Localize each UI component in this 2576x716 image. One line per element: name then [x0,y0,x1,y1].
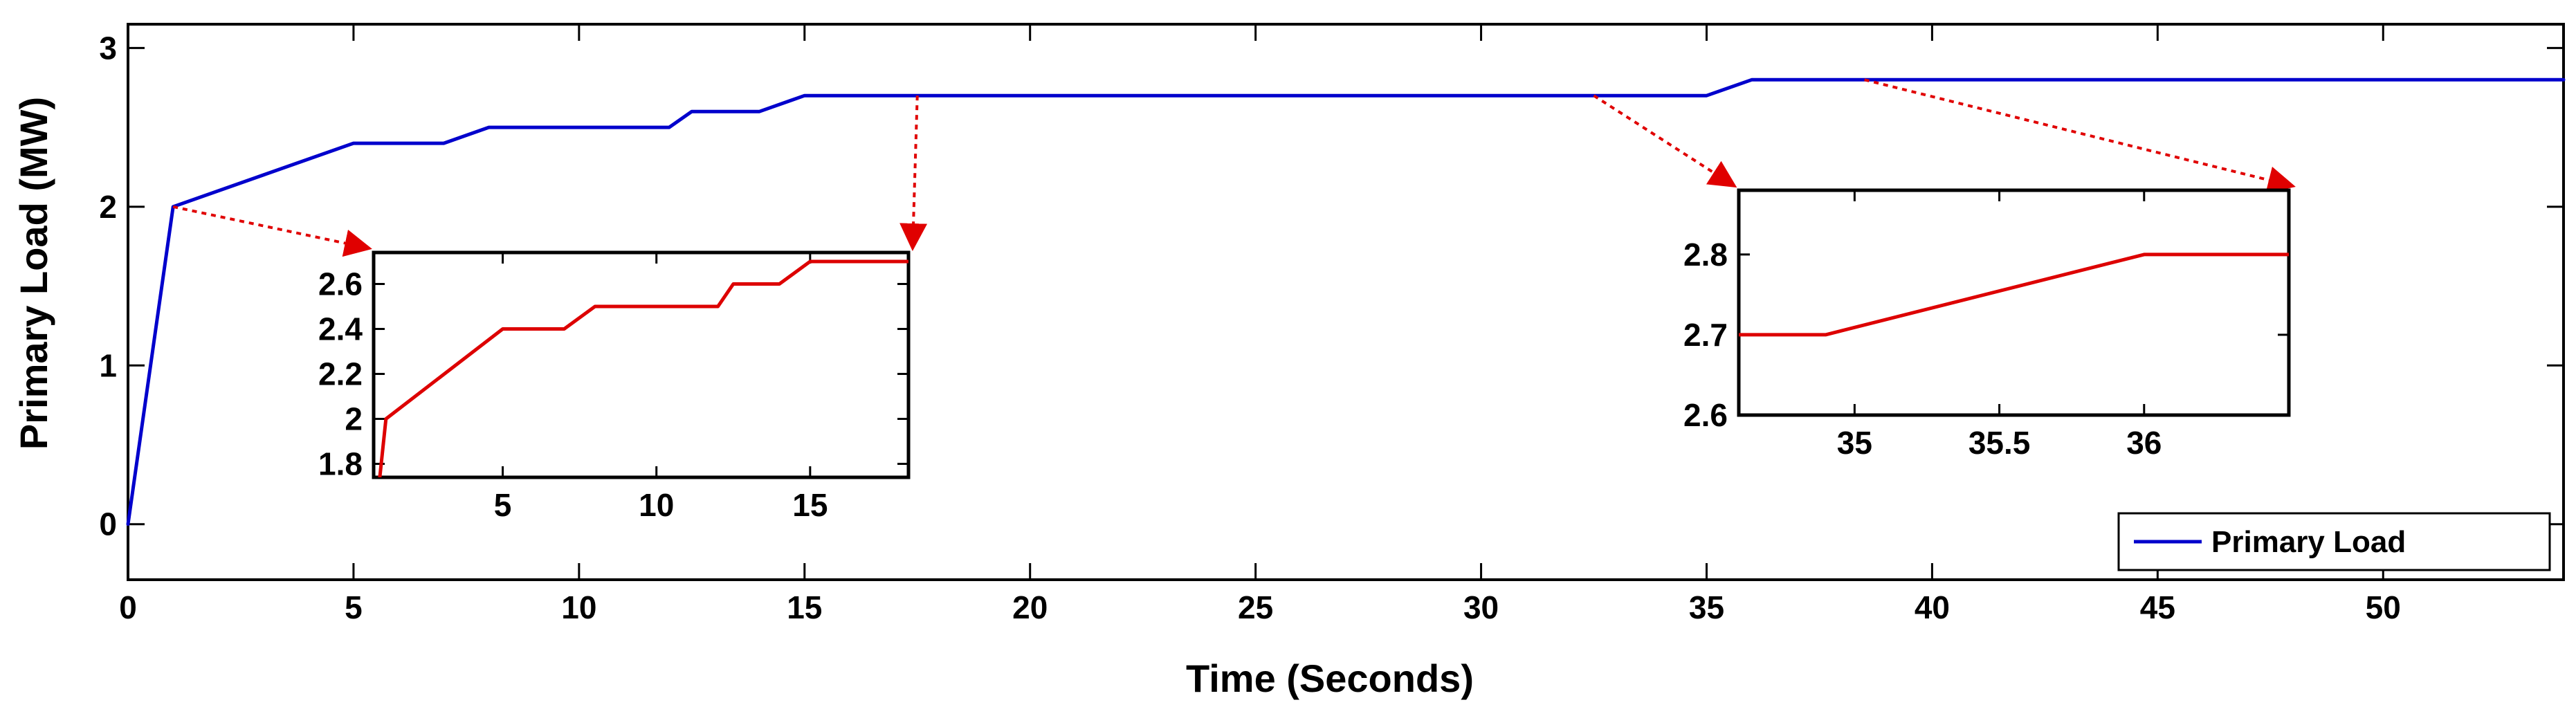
inset-1-y-tick-label: 1.8 [318,446,363,482]
inset-1-x-tick-label: 15 [792,487,828,523]
main-y-tick-label: 1 [99,347,117,383]
inset-plot-2: 35 35.5 36 2.6 2.7 2.8 [1683,188,2291,461]
main-x-tick-label: 50 [2366,589,2401,625]
zoom-arrows [172,78,2296,257]
inset-2-y-tick-label: 2.6 [1683,397,1728,433]
main-x-tick-label: 0 [119,589,137,625]
inset-1-line [378,259,908,477]
main-y-tick-label: 2 [99,189,117,225]
main-x-tick-label: 30 [1463,589,1499,625]
main-x-tick-label: 40 [1915,589,1950,625]
main-x-tick-label: 25 [1238,589,1273,625]
y-axis-title: Primary Load (MW) [12,97,55,450]
inset-1-frame [372,250,911,479]
inset-2-plot-area [1739,253,2289,337]
inset-2-y-tick-label: 2.8 [1683,237,1728,273]
zoom-arrow [172,205,372,257]
series-line-primary-load [126,77,2566,526]
zoom-arrow [1593,94,1737,188]
inset-2-x-tick-label: 36 [2126,425,2162,461]
inset-1-y-tick-label: 2.2 [318,356,363,392]
inset-1-x-tick-label: 10 [639,487,674,523]
main-x-tick-label: 20 [1012,589,1048,625]
inset-2-x-tick-label: 35.5 [1968,425,2031,461]
zoom-arrow [899,95,928,251]
main-x-tick-label: 10 [561,589,596,625]
main-x-tick-label: 15 [787,589,822,625]
legend: Primary Load [2117,512,2551,571]
inset-1-plot-area [378,259,908,477]
main-y-tick-label: 3 [99,30,117,66]
inset-2-line [1739,253,2289,337]
x-axis-title: Time (Seconds) [1186,657,1474,700]
inset-1-y-tick-label: 2.6 [318,266,363,302]
inset-2-frame [1737,188,2291,417]
inset-1-y-tick-label: 2 [345,401,363,437]
inset-2-y-tick-label: 2.7 [1683,317,1728,353]
main-x-tick-label: 35 [1689,589,1724,625]
inset-1-x-tick-label: 5 [494,487,512,523]
legend-label-primary-load: Primary Load [2211,525,2406,559]
inset-plot-1: 5 10 15 1.8 2 2.2 2.4 2.6 [318,250,911,523]
main-x-tick-label: 45 [2140,589,2175,625]
inset-2-x-tick-label: 35 [1837,425,1872,461]
main-y-tick-label: 0 [99,506,117,542]
main-x-tick-label: 5 [345,589,363,625]
inset-1-y-tick-label: 2.4 [318,311,363,347]
